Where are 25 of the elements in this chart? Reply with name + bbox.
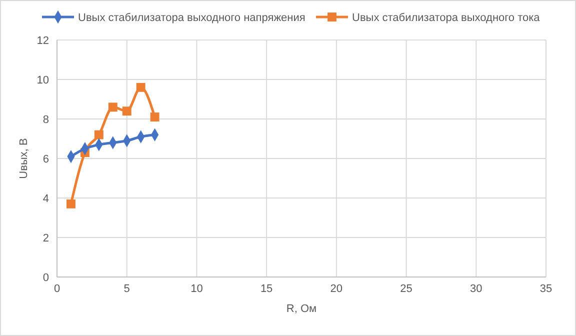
x-tick-label: 5: [124, 283, 130, 295]
legend-label: Uвых стабилизатора выходного напряжения: [78, 12, 306, 24]
point: [136, 82, 146, 92]
x-tick-label: 10: [190, 283, 203, 295]
y-tick-label: 0: [42, 272, 49, 284]
legend-label: Uвых стабилизатора выходного тока: [352, 12, 541, 24]
point: [108, 102, 118, 112]
point: [122, 106, 132, 116]
y-tick-label: 12: [36, 34, 49, 47]
x-tick-label: 15: [260, 283, 273, 295]
x-tick-label: 35: [540, 283, 552, 295]
y-tick-label: 2: [42, 232, 49, 244]
y-tick-label: 6: [42, 153, 49, 166]
x-axis-title: R, Ом: [286, 303, 317, 315]
x-tick-label: 30: [470, 283, 482, 295]
y-tick-label: 8: [42, 114, 49, 126]
y-tick-label: 10: [36, 74, 49, 86]
point: [150, 112, 160, 122]
point: [66, 199, 76, 208]
y-tick-label: 4: [42, 192, 49, 205]
x-tick-label: 25: [400, 283, 412, 295]
y-axis-title: Uвых, В: [18, 138, 30, 179]
point: [94, 130, 104, 140]
x-tick-label: 20: [330, 283, 343, 295]
x-tick-label: 0: [54, 283, 60, 295]
